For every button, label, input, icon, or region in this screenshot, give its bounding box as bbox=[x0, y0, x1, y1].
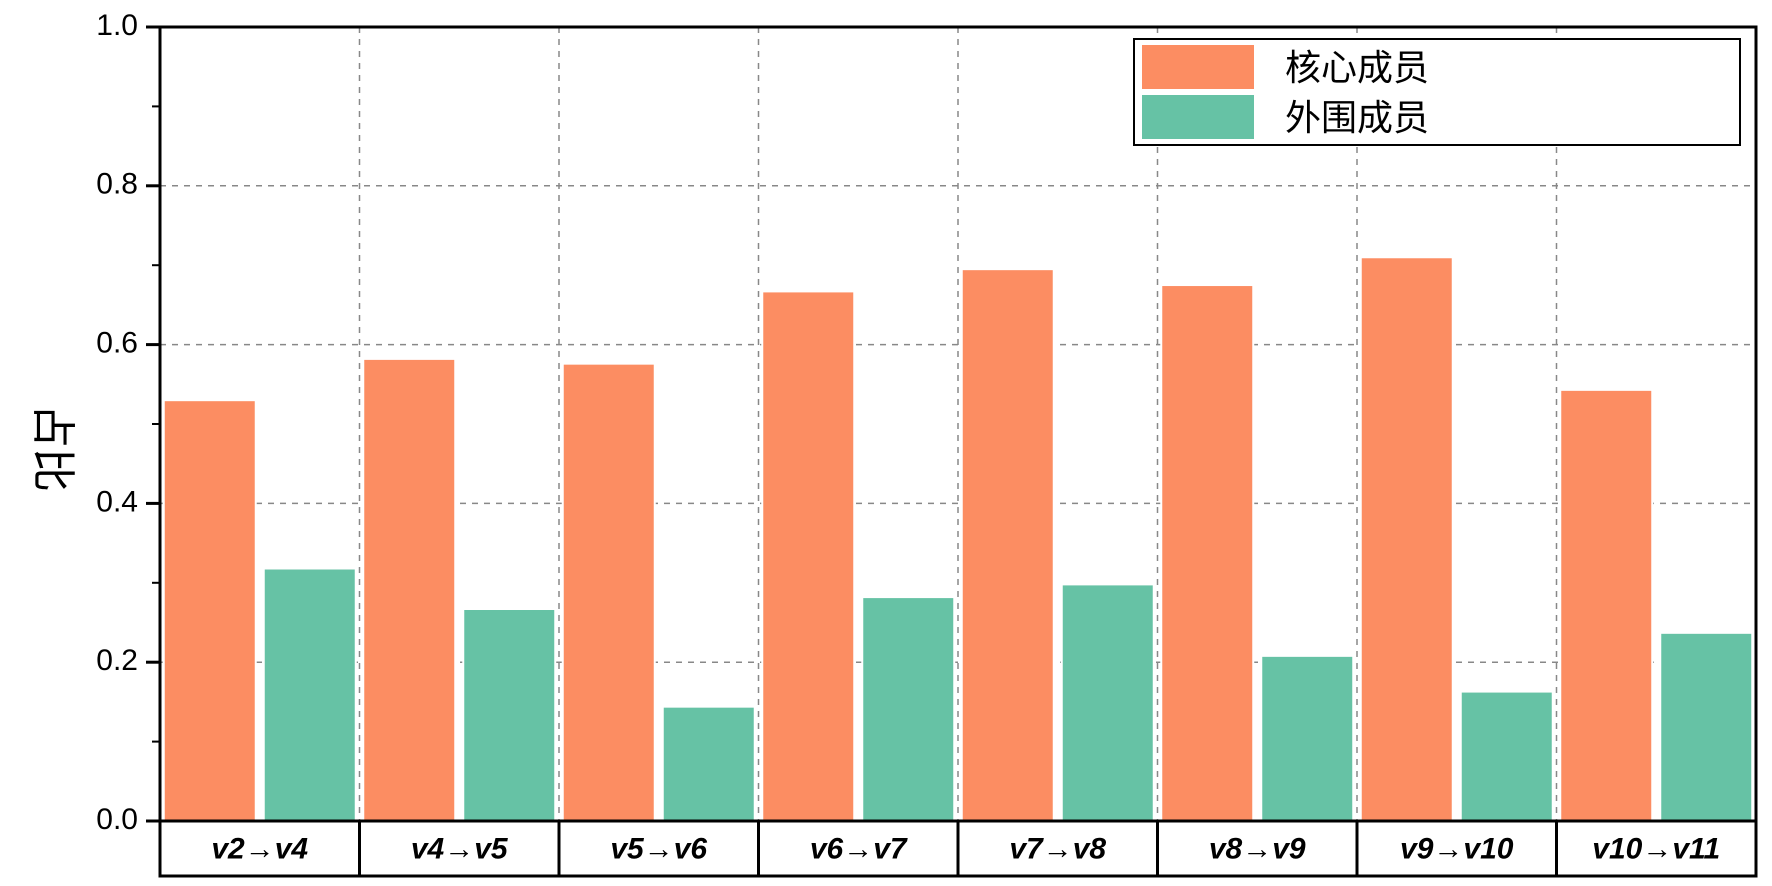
x-category-label: v4→v5 bbox=[411, 832, 509, 865]
x-category-label: v5→v6 bbox=[610, 832, 707, 865]
bar-series-1-5 bbox=[960, 268, 1055, 823]
y-tick-label: 0.6 bbox=[96, 327, 138, 360]
x-category-label: v6→v7 bbox=[810, 832, 908, 865]
x-axis-category-table: v2→v4 v4→v5 v5→v6 v6→v7 v7→v8 v8→v9 v9→v10 v10→… bbox=[158, 819, 1758, 878]
bar-series-2-6 bbox=[1260, 654, 1355, 823]
bar-series-1-1 bbox=[162, 399, 257, 822]
y-tick-label: 0.4 bbox=[96, 485, 138, 518]
x-category-label: v10→v11 bbox=[1592, 832, 1720, 865]
y-axis-label: 占比 bbox=[27, 404, 78, 492]
legend-swatch-series-2 bbox=[1142, 95, 1254, 139]
x-category-label: v2→v4 bbox=[211, 832, 308, 865]
y-tick-label: 1.0 bbox=[96, 9, 138, 42]
bar-series-2-3 bbox=[661, 705, 756, 822]
x-category-label: v8→v9 bbox=[1209, 832, 1306, 865]
bars-group bbox=[162, 256, 1754, 823]
bar-series-1-7 bbox=[1359, 256, 1454, 822]
legend-swatch-series-1 bbox=[1142, 45, 1254, 89]
legend-label-series-1: 核心成员 bbox=[1285, 48, 1429, 89]
x-category-label: v9→v10 bbox=[1400, 832, 1514, 865]
bar-series-2-4 bbox=[861, 596, 956, 822]
bar-series-2-7 bbox=[1459, 690, 1554, 822]
y-axis: 0.0 0.2 0.4 0.6 0.8 1.0 bbox=[96, 9, 160, 836]
y-tick-label: 0.2 bbox=[96, 644, 138, 677]
bar-series-1-3 bbox=[561, 362, 656, 822]
bar-series-2-2 bbox=[462, 608, 557, 823]
bar-series-1-8 bbox=[1559, 388, 1654, 822]
y-tick-label: 0.0 bbox=[96, 803, 138, 836]
legend: 核心成员 外围成员 bbox=[1133, 38, 1741, 146]
bar-series-1-6 bbox=[1160, 284, 1255, 822]
bar-series-2-5 bbox=[1060, 583, 1155, 822]
y-tick-label: 0.8 bbox=[96, 168, 138, 201]
bar-series-1-2 bbox=[362, 357, 457, 822]
bar-series-2-1 bbox=[262, 567, 357, 822]
legend-label-series-2: 外围成员 bbox=[1285, 98, 1429, 139]
bar-series-1-4 bbox=[761, 290, 856, 823]
bar-series-2-8 bbox=[1659, 631, 1754, 823]
x-category-label: v7→v8 bbox=[1009, 832, 1106, 865]
